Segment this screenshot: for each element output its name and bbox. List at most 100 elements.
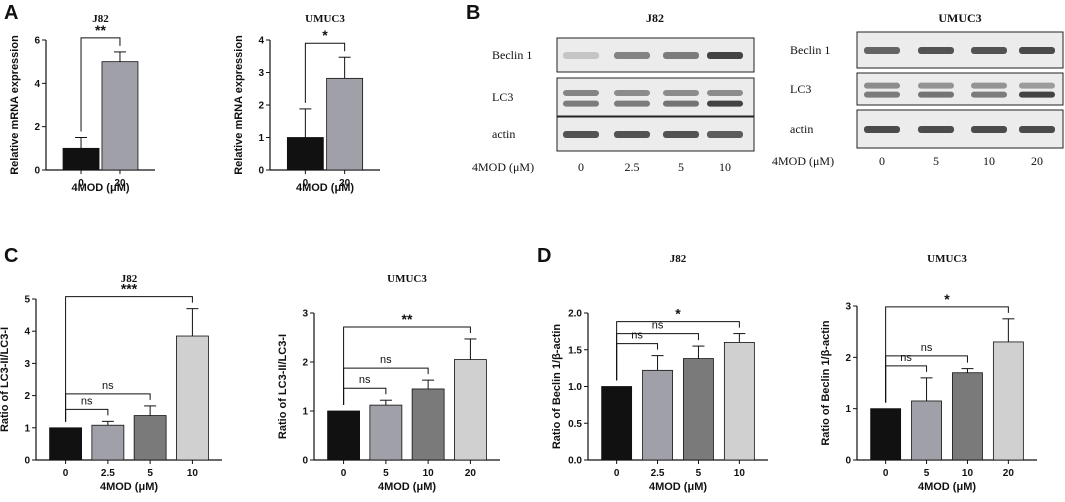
y-tick-label: 1.5 (568, 345, 582, 356)
x-tick-label: 20 (114, 178, 126, 189)
significance-label: *** (121, 281, 138, 297)
blot-band (614, 89, 650, 96)
blot-band (707, 100, 743, 107)
x-tick-label: 10 (187, 468, 199, 479)
y-axis-label: Ratio of Beclin 1/β-actin (820, 320, 832, 446)
bar (992, 341, 1024, 461)
blot-band (707, 89, 743, 96)
blot-band (663, 89, 699, 96)
significance-bracket (65, 408, 109, 422)
x-tick-label: 5 (147, 468, 153, 479)
blot-row-label: actin (790, 122, 813, 136)
bar (326, 77, 364, 171)
blot-title: UMUC3 (938, 11, 981, 25)
bar (176, 335, 209, 461)
dose-label: 5 (933, 154, 939, 168)
x-axis-label: 4MOD (μM) (296, 182, 354, 194)
blot-row-label: Beclin 1 (790, 43, 830, 57)
significance-label: ns (631, 330, 643, 342)
significance-label: ns (81, 395, 93, 407)
y-tick-label: 0 (24, 456, 30, 467)
blot-row-label: actin (492, 127, 515, 141)
bar (369, 404, 403, 461)
bar (286, 137, 324, 171)
panel-letter-b: B (466, 2, 480, 24)
blot-strip (556, 77, 755, 117)
panel-letter-d: D (537, 245, 551, 267)
y-tick-label: 0 (258, 166, 264, 177)
y-tick-label: 1 (258, 133, 264, 144)
blot-band (663, 131, 699, 138)
y-tick-label: 4 (24, 327, 30, 338)
x-tick-label: 0 (883, 468, 889, 479)
x-axis-label: 4MOD (μM) (71, 182, 129, 194)
y-tick-label: 4 (258, 36, 264, 47)
bar (91, 424, 125, 461)
significance-bracket (885, 365, 928, 403)
x-tick-label: 20 (1003, 468, 1015, 479)
bar (642, 369, 673, 461)
dose-label: 20 (1031, 154, 1043, 168)
y-tick-label: 2 (24, 391, 30, 402)
blot-band (707, 131, 743, 138)
y-tick-label: 1 (845, 404, 851, 415)
significance-label: ** (95, 22, 106, 38)
dose-label: 10 (983, 154, 995, 168)
significance-label: ns (900, 352, 912, 364)
y-tick-label: 2.0 (568, 309, 582, 320)
chart-title: UMUC3 (387, 273, 427, 285)
y-tick-label: 3 (258, 68, 264, 79)
y-tick-label: 1 (302, 407, 308, 418)
significance-label: ns (359, 374, 371, 386)
significance-label: * (322, 27, 328, 43)
blot-0: J82 Beclin 1 LC3 actin 0 2.5 5 10 4MOD (μM) (472, 11, 755, 174)
x-tick-label: 10 (423, 468, 435, 479)
x-axis-label: 4MOD (μM) (378, 481, 436, 493)
bar (683, 358, 714, 461)
bar (327, 410, 360, 461)
blot-band (918, 91, 954, 98)
significance-label: * (675, 306, 681, 322)
blot-band (971, 47, 1007, 54)
y-tick-label: 3 (845, 302, 851, 313)
y-axis-label: Relative mRNA expression (233, 35, 245, 175)
x-axis-label: 4MOD (μM) (918, 481, 976, 493)
x-tick-label: 5 (383, 468, 389, 479)
x-tick-label: 0 (303, 178, 309, 189)
x-tick-label: 0 (341, 468, 347, 479)
significance-bracket (885, 306, 1009, 403)
y-tick-label: 1 (24, 423, 30, 434)
bar (101, 61, 139, 171)
blot-band (864, 91, 900, 98)
chart-title: J82 (121, 273, 138, 285)
blot-band (663, 52, 699, 59)
y-tick-label: 6 (34, 36, 40, 47)
blot-band (563, 100, 599, 107)
blot-band (563, 89, 599, 96)
blot-1: UMUC3 Beclin 1 LC3 actin 0 5 10 20 4MOD (μM) (772, 11, 1064, 168)
y-tick-label: 0 (302, 456, 308, 467)
bar (870, 408, 902, 461)
blot-title: J82 (646, 11, 664, 25)
x-tick-label: 10 (962, 468, 974, 479)
y-tick-label: 5 (24, 295, 30, 306)
blot-band (1019, 82, 1055, 89)
blot-band (1019, 126, 1055, 133)
x-tick-label: 5 (924, 468, 930, 479)
blot-band (971, 82, 1007, 89)
dose-label: 0 (578, 160, 584, 174)
significance-bracket (304, 42, 346, 103)
y-axis-label: Ratio of Beclin 1/β-actin (551, 324, 563, 450)
panel-letter-c: C (4, 245, 18, 267)
bar (952, 372, 983, 461)
blot-strip (856, 72, 1064, 106)
blot-band (971, 91, 1007, 98)
blot-row-label: LC3 (790, 82, 811, 96)
chart-a2: 0 1 2 3 4 0 20 * UMUC3 4MOD (μM) Relative mRNA exp… (233, 13, 380, 194)
bar (411, 388, 445, 461)
blot-band (971, 126, 1007, 133)
